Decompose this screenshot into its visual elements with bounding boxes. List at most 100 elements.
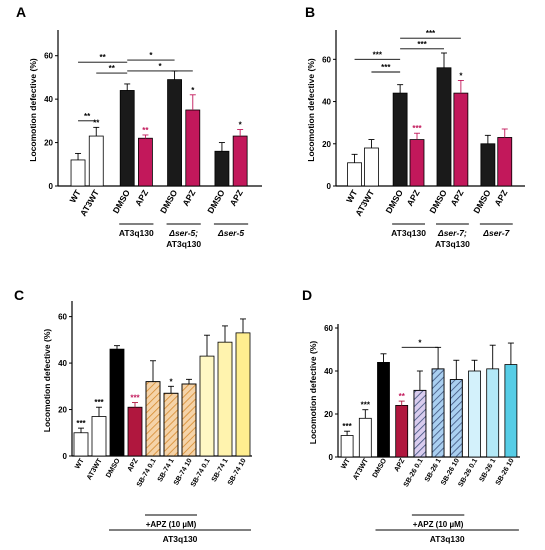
- y-axis-label: Locomotion defective (%): [42, 329, 52, 433]
- bar: [214, 150, 230, 187]
- significance-mark: *: [459, 71, 463, 80]
- x-tick-label: SB-26 1: [424, 457, 443, 483]
- y-tick-label: 0: [63, 452, 68, 461]
- x-tick-label: DMSO: [205, 188, 227, 215]
- x-tick-label: SB-26 0.1: [403, 457, 425, 488]
- x-tick-label: DMSO: [158, 188, 180, 215]
- x-tick-label: SB-26 10: [495, 457, 516, 486]
- y-tick-label: 20: [322, 140, 331, 149]
- bracket-label: *: [158, 62, 162, 71]
- x-tick-label: APZ: [405, 188, 422, 208]
- y-tick-label: 60: [324, 324, 333, 333]
- bar-hatch: [431, 368, 445, 458]
- bar-hatch: [413, 389, 427, 458]
- significance-mark: ***: [412, 124, 422, 133]
- bar: [70, 159, 86, 187]
- bar: [364, 147, 379, 187]
- bracket-label: **: [84, 112, 91, 121]
- bar: [109, 348, 125, 457]
- x-tick-label: DMSO: [372, 457, 389, 479]
- bar-hatch: [145, 381, 161, 457]
- y-tick-label: 60: [322, 55, 331, 64]
- significance-mark: ***: [94, 398, 104, 407]
- x-tick-label: AT3WT: [352, 457, 370, 482]
- bar: [409, 139, 425, 187]
- x-tick-label: APZ: [492, 188, 509, 208]
- bar: [358, 417, 372, 458]
- x-tick-label: SB-74 1: [157, 457, 176, 483]
- bracket-label: ***: [426, 29, 436, 38]
- bracket-label: ***: [373, 50, 383, 59]
- bracket-label: ***: [381, 63, 391, 72]
- x-tick-label: DMSO: [111, 188, 133, 215]
- y-tick-label: 60: [44, 52, 53, 61]
- bracket-label: **: [100, 53, 107, 62]
- bar-hatch: [163, 392, 179, 457]
- significance-mark: ***: [342, 422, 352, 431]
- group-label-line2: AT3q130: [166, 239, 201, 249]
- significance-mark: *: [169, 377, 173, 386]
- significance-mark: ***: [130, 394, 140, 403]
- x-tick-label: DMSO: [383, 188, 405, 215]
- x-tick-label: SB-26 1: [479, 457, 498, 483]
- bar: [497, 137, 513, 187]
- y-tick-label: 40: [324, 367, 333, 376]
- x-tick-label: WT: [344, 187, 360, 204]
- y-tick-label: 0: [49, 182, 54, 191]
- bar-hatch: [181, 383, 197, 457]
- x-tick-label: DMSO: [427, 188, 449, 215]
- x-tick-label: SB-74 0.1: [136, 457, 158, 488]
- group-label: AT3q130: [119, 228, 154, 238]
- bar: [340, 435, 354, 458]
- y-tick-label: 20: [324, 410, 333, 419]
- bar: [88, 135, 104, 187]
- panel-letter: B: [305, 4, 315, 20]
- x-tick-label: WT: [67, 187, 83, 204]
- panel-letter: D: [302, 287, 312, 303]
- x-tick-label: APZ: [228, 188, 245, 208]
- bar: [185, 109, 201, 187]
- subgroup-label: +APZ (10 µM): [413, 520, 464, 529]
- group-label: Δser-7;: [437, 228, 467, 238]
- y-tick-label: 60: [58, 313, 67, 322]
- bar: [395, 404, 409, 458]
- y-axis-label: Locomotion defective (%): [308, 341, 318, 445]
- x-tick-label: WT: [340, 457, 352, 471]
- bracket-label: ***: [417, 40, 427, 49]
- subgroup-label: +APZ (10 µM): [146, 520, 197, 529]
- bar: [199, 355, 215, 457]
- y-tick-label: 40: [322, 98, 331, 107]
- significance-mark: ***: [76, 419, 86, 428]
- x-tick-label: APZ: [127, 457, 140, 473]
- y-tick-label: 40: [44, 95, 53, 104]
- group-label: Δser-5;: [168, 228, 198, 238]
- group-label: Δser-5: [217, 228, 244, 238]
- bar: [347, 162, 362, 187]
- significance-mark: *: [191, 86, 195, 95]
- group-label-line2: AT3q130: [435, 239, 470, 249]
- significance-mark: *: [239, 121, 243, 130]
- bar: [73, 432, 89, 457]
- x-tick-label: DMSO: [471, 188, 493, 215]
- group-label: AT3q130: [430, 534, 465, 544]
- panel-letter: A: [16, 4, 26, 20]
- bar: [138, 137, 153, 187]
- x-tick-label: AT3WT: [78, 187, 101, 218]
- bar: [119, 90, 135, 187]
- bar: [468, 370, 481, 458]
- bar: [392, 92, 408, 187]
- bracket-label: *: [418, 338, 422, 347]
- y-tick-label: 0: [327, 182, 332, 191]
- significance-mark: **: [93, 118, 100, 127]
- x-tick-label: SB-74 1: [211, 457, 230, 483]
- bar: [480, 143, 496, 187]
- x-tick-label: SB-74 0.1: [190, 457, 212, 488]
- y-axis-label: Locomotion defective (%): [28, 58, 38, 162]
- bar: [504, 364, 518, 458]
- bracket-label: *: [149, 51, 153, 60]
- x-tick-label: DMSO: [105, 457, 122, 479]
- group-label: AT3q130: [163, 534, 198, 544]
